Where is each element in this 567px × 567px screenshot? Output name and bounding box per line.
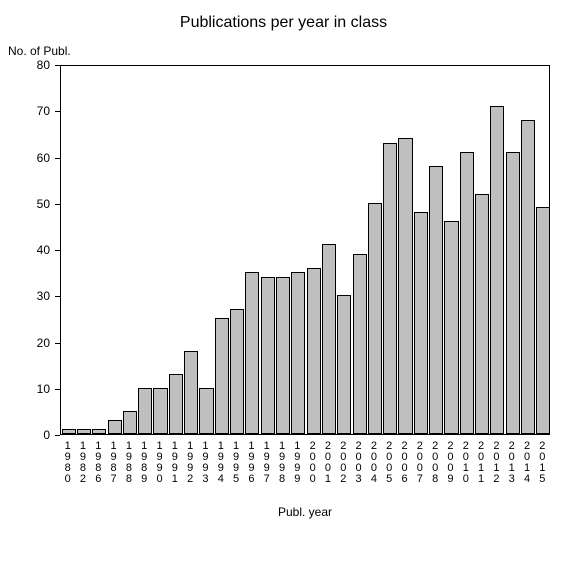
x-tick-label: 1 9 9 5 xyxy=(228,441,243,485)
y-tick-mark xyxy=(55,111,60,112)
bar xyxy=(398,138,412,434)
bar xyxy=(475,194,489,435)
x-tick-label: 2 0 0 3 xyxy=(351,441,366,485)
bar xyxy=(169,374,183,434)
bar xyxy=(108,420,122,434)
y-tick-mark xyxy=(55,296,60,297)
x-tick-label: 2 0 1 5 xyxy=(535,441,550,485)
y-tick-label: 80 xyxy=(0,58,50,72)
x-tick-label: 1 9 8 6 xyxy=(91,441,106,485)
y-tick-mark xyxy=(55,158,60,159)
bar xyxy=(307,268,321,435)
x-tick-label: 1 9 9 6 xyxy=(244,441,259,485)
y-tick-label: 0 xyxy=(0,428,50,442)
bar xyxy=(261,277,275,434)
x-tick-label: 2 0 0 0 xyxy=(305,441,320,485)
x-tick-label: 1 9 8 0 xyxy=(60,441,75,485)
x-tick-label: 2 0 1 4 xyxy=(519,441,534,485)
x-tick-label: 2 0 0 7 xyxy=(412,441,427,485)
bar xyxy=(536,207,550,434)
y-tick-label: 50 xyxy=(0,197,50,211)
x-tick-label: 1 9 9 9 xyxy=(290,441,305,485)
x-tick-label: 1 9 9 0 xyxy=(152,441,167,485)
y-tick-mark xyxy=(55,204,60,205)
bar xyxy=(230,309,244,434)
chart-container: Publications per year in class No. of Pu… xyxy=(0,0,567,567)
y-tick-label: 20 xyxy=(0,336,50,350)
bar xyxy=(506,152,520,434)
x-tick-label: 2 0 0 6 xyxy=(397,441,412,485)
x-tick-label: 1 9 8 2 xyxy=(75,441,90,485)
bar xyxy=(199,388,213,434)
bar xyxy=(353,254,367,434)
bar xyxy=(276,277,290,434)
x-axis-title: Publ. year xyxy=(60,505,550,519)
bar xyxy=(368,203,382,434)
x-tick-label: 2 0 0 1 xyxy=(320,441,335,485)
x-tick-label: 1 9 8 7 xyxy=(106,441,121,485)
bar xyxy=(429,166,443,434)
x-tick-label: 1 9 9 1 xyxy=(167,441,182,485)
y-tick-mark xyxy=(55,250,60,251)
bar xyxy=(414,212,428,434)
plot-area xyxy=(60,65,550,435)
y-tick-mark xyxy=(55,389,60,390)
y-tick-mark xyxy=(55,65,60,66)
x-tick-label: 1 9 8 8 xyxy=(121,441,136,485)
y-tick-label: 30 xyxy=(0,289,50,303)
x-tick-label: 1 9 8 9 xyxy=(137,441,152,485)
x-tick-label: 1 9 9 8 xyxy=(274,441,289,485)
y-tick-mark xyxy=(55,435,60,436)
x-tick-label: 2 0 0 4 xyxy=(366,441,381,485)
bar xyxy=(322,244,336,434)
y-tick-label: 70 xyxy=(0,104,50,118)
bar xyxy=(245,272,259,434)
x-tick-label: 2 0 1 1 xyxy=(473,441,488,485)
bar xyxy=(138,388,152,434)
x-tick-label: 2 0 1 3 xyxy=(504,441,519,485)
bar xyxy=(123,411,137,434)
x-tick-label: 1 9 9 2 xyxy=(183,441,198,485)
y-tick-label: 40 xyxy=(0,243,50,257)
x-tick-label: 2 0 0 9 xyxy=(443,441,458,485)
chart-title: Publications per year in class xyxy=(0,14,567,32)
y-tick-label: 10 xyxy=(0,382,50,396)
y-tick-label: 60 xyxy=(0,151,50,165)
bar xyxy=(490,106,504,434)
bar xyxy=(291,272,305,434)
x-tick-label: 2 0 1 2 xyxy=(489,441,504,485)
bar xyxy=(77,429,91,434)
bar xyxy=(153,388,167,434)
bar xyxy=(460,152,474,434)
x-tick-label: 2 0 1 0 xyxy=(458,441,473,485)
x-tick-label: 1 9 9 3 xyxy=(198,441,213,485)
x-tick-label: 1 9 9 7 xyxy=(259,441,274,485)
x-tick-label: 2 0 0 8 xyxy=(428,441,443,485)
bar xyxy=(62,429,76,434)
bar xyxy=(521,120,535,435)
x-tick-label: 1 9 9 4 xyxy=(213,441,228,485)
y-tick-mark xyxy=(55,343,60,344)
x-tick-label: 2 0 0 2 xyxy=(336,441,351,485)
bar xyxy=(337,295,351,434)
bar xyxy=(383,143,397,434)
bar xyxy=(92,429,106,434)
y-axis-title: No. of Publ. xyxy=(8,44,71,58)
bar xyxy=(184,351,198,434)
bar xyxy=(444,221,458,434)
x-tick-label: 2 0 0 5 xyxy=(382,441,397,485)
bar xyxy=(215,318,229,434)
